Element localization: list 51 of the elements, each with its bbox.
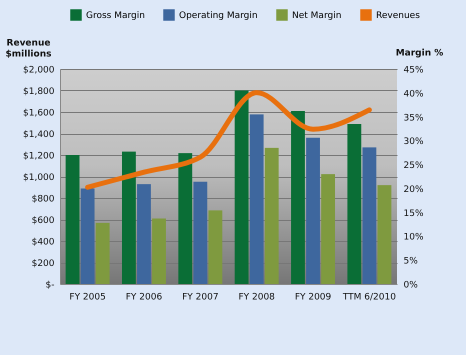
y-tick-label: $-: [46, 280, 54, 290]
bar: [152, 218, 166, 284]
bar: [193, 182, 208, 284]
y-tick-label: $1,200: [23, 152, 55, 162]
y-tick-label: $200: [32, 259, 55, 269]
bar: [362, 147, 376, 284]
y-tick-label: $2,000: [23, 66, 55, 76]
y-tick-label: $400: [32, 238, 55, 248]
bar: [234, 90, 249, 284]
x-tick-label: TTM 6/2010: [342, 292, 396, 302]
bar: [208, 210, 222, 284]
bar: [96, 222, 110, 284]
x-tick-label: FY 2006: [126, 292, 162, 302]
y-tick-label: $1,800: [23, 87, 55, 97]
bar: [80, 188, 95, 284]
y2-tick-label: 35%: [404, 113, 424, 124]
bar: [122, 152, 136, 284]
y-axis-title: Revenue $millions: [6, 38, 52, 60]
y2-tick-label: 15%: [404, 208, 424, 219]
bar: [250, 114, 264, 284]
legend-label: Revenues: [376, 11, 420, 21]
bar: [264, 148, 279, 284]
y2-tick-label: 40%: [404, 89, 424, 100]
legend-label: Net Margin: [292, 11, 342, 21]
x-tick-label: FY 2008: [238, 292, 276, 302]
y2-tick-label: 5%: [404, 256, 418, 267]
y2-tick-label: 0%: [404, 280, 418, 290]
x-tick-label: FY 2005: [69, 292, 106, 302]
bar: [178, 153, 192, 284]
y2-tick-label: 20%: [404, 184, 424, 195]
bar: [347, 124, 362, 284]
x-tick-label: FY 2009: [294, 292, 332, 302]
y-tick-label: $1,600: [23, 108, 55, 118]
x-tick-label: FY 2007: [182, 292, 219, 302]
y-tick-label: $800: [32, 194, 55, 204]
bar: [66, 155, 80, 284]
bar: [291, 111, 305, 284]
bar: [321, 174, 336, 284]
legend-label: Operating Margin: [179, 11, 258, 21]
y-tick-label: $600: [32, 216, 55, 226]
y2-axis-title: Margin %: [396, 48, 444, 58]
y2-tick-label: 10%: [404, 232, 424, 243]
y2-tick-label: 45%: [404, 66, 424, 76]
y-tick-label: $1,000: [23, 173, 55, 183]
y2-tick-label: 30%: [404, 137, 424, 148]
bar: [306, 138, 320, 284]
bar: [378, 185, 392, 284]
y2-tick-label: 25%: [404, 161, 424, 172]
bar: [137, 184, 151, 284]
y-tick-label: $1,400: [23, 130, 55, 140]
legend-label: Gross Margin: [86, 11, 145, 21]
